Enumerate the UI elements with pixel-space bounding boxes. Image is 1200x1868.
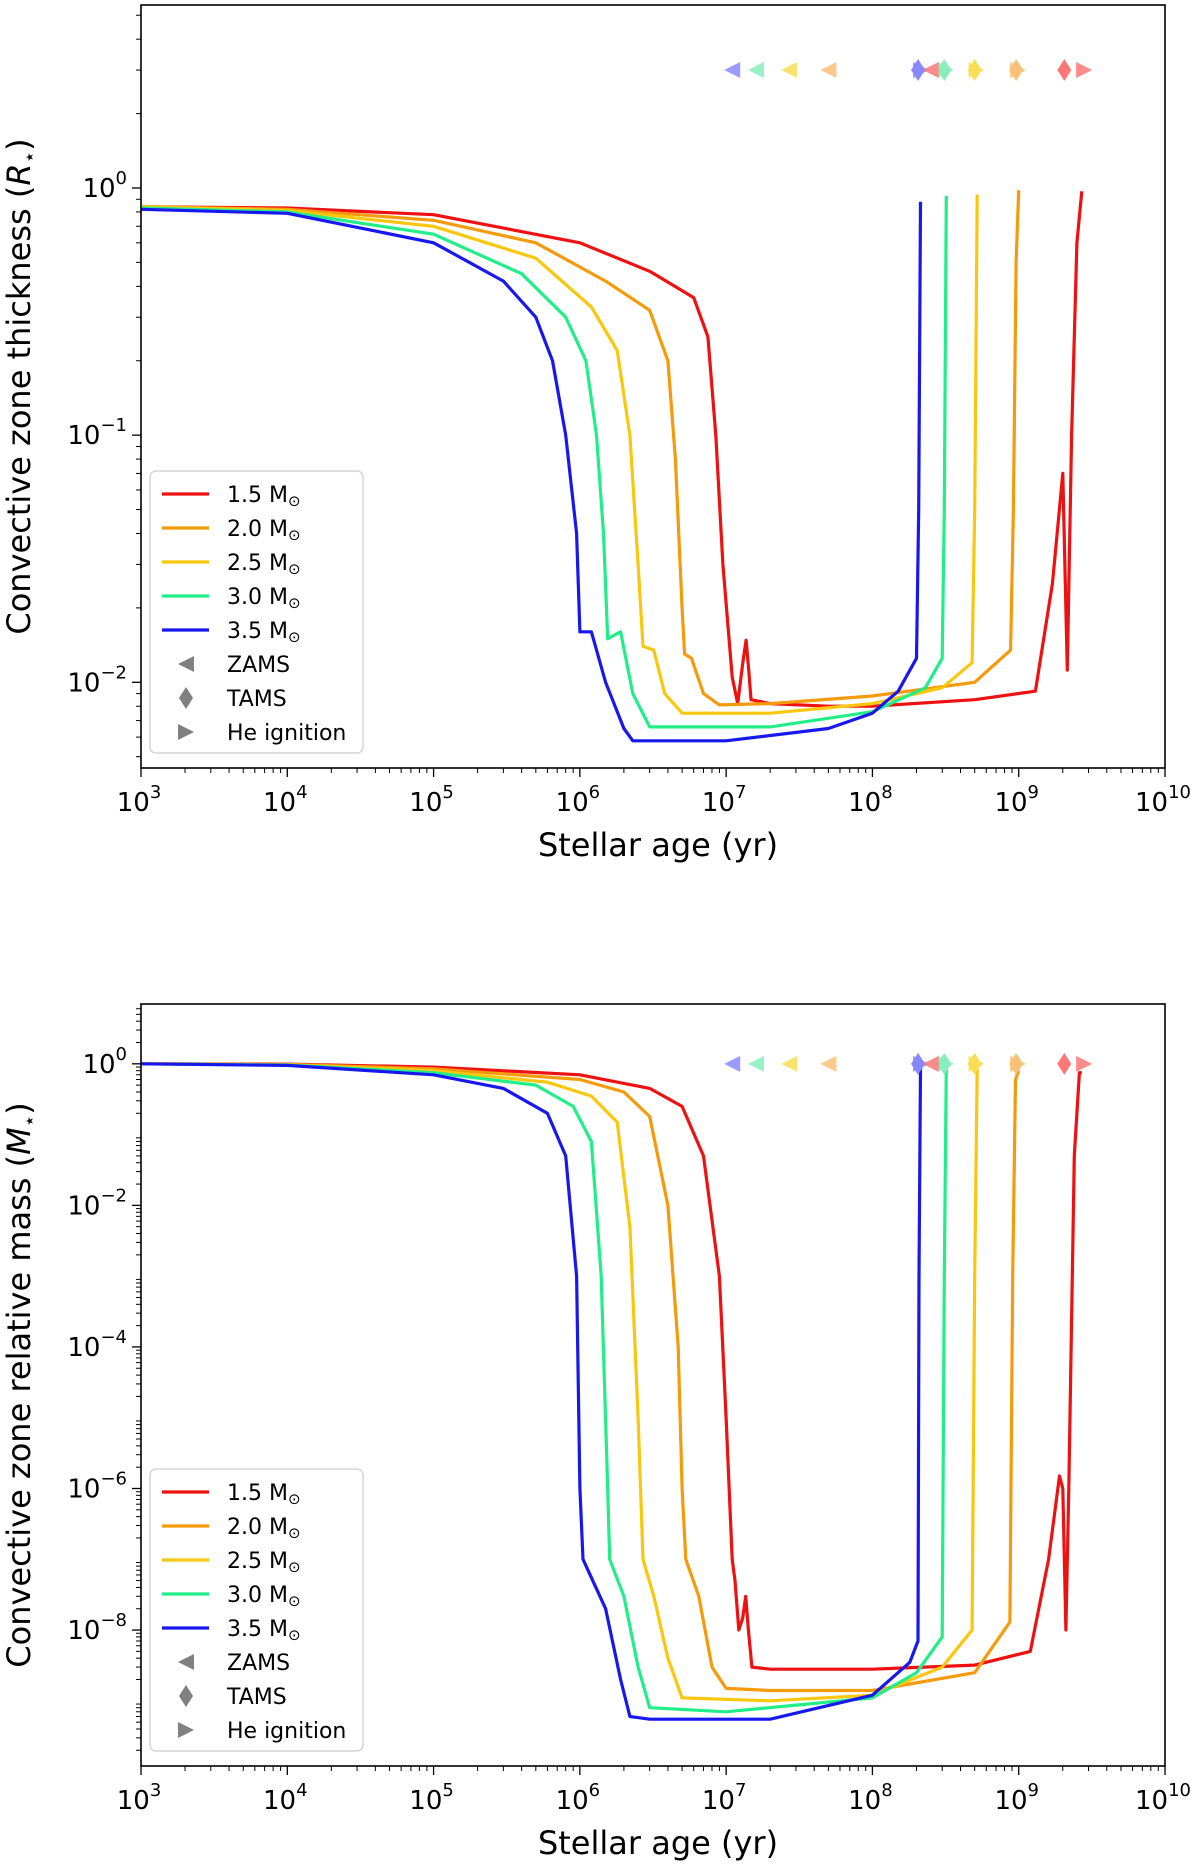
legend: 1.5 M⊙ 2.0 M⊙ 2.5 M⊙ 3.0 M⊙ 3.5 M⊙ ZAMS TAMS He… <box>149 1468 364 1752</box>
he-ignition-marker <box>1076 1055 1093 1072</box>
x-tick-label: 104 <box>263 1780 308 1816</box>
y-tick-label: 100 <box>82 168 127 204</box>
legend-box <box>149 470 364 754</box>
x-axis-label: Stellar age (yr) <box>538 826 778 864</box>
paren-close: ) <box>0 1102 38 1114</box>
tams-marker <box>1057 59 1072 82</box>
legend-label: 1.5 M⊙ <box>227 1481 301 1508</box>
series-line-2.0-msun <box>141 1062 1021 1693</box>
legend-marker-label: He ignition <box>227 1719 346 1744</box>
x-tick-label: 107 <box>702 782 747 818</box>
y-tick-label: 10−8 <box>67 1610 127 1646</box>
plot-frame <box>140 1003 1166 1767</box>
zams-marker <box>820 1055 837 1072</box>
zams-marker <box>724 62 741 79</box>
legend-marker-label: TAMS <box>226 687 287 712</box>
x-tick-label: 104 <box>263 782 308 818</box>
x-tick-label: 109 <box>994 1780 1039 1816</box>
y-tick-label: 100 <box>82 1044 127 1080</box>
series-line-2.5-msun <box>141 1062 979 1703</box>
legend: 1.5 M⊙ 2.0 M⊙ 2.5 M⊙ 3.0 M⊙ 3.5 M⊙ ZAMS TAMS He… <box>149 470 364 754</box>
zams-marker <box>781 62 798 79</box>
legend-marker-label: ZAMS <box>227 653 290 678</box>
tams-marker <box>911 1052 926 1075</box>
zams-marker <box>820 62 837 79</box>
zams-marker <box>748 62 765 79</box>
x-tick-label: 103 <box>117 782 162 818</box>
legend-label: 3.0 M⊙ <box>227 1583 301 1610</box>
x-tick-label: 106 <box>556 1780 601 1816</box>
x-tick-label: 103 <box>117 1780 162 1816</box>
zams-marker <box>781 1055 798 1072</box>
legend-marker-diamond <box>179 1685 193 1707</box>
y-axis-label: Convective zone relative mass (M⋆) <box>0 1102 41 1667</box>
tams-marker <box>911 59 926 82</box>
paren-open: ( <box>0 186 38 209</box>
x-axis-label: Stellar age (yr) <box>538 1824 778 1862</box>
zams-marker <box>922 62 939 79</box>
tams-marker <box>937 59 952 82</box>
series-line-3.0-msun <box>141 1062 948 1714</box>
legend-marker-label: ZAMS <box>227 1651 290 1676</box>
legend-marker-left-triangle <box>178 656 194 672</box>
legend-marker-right-triangle <box>178 724 194 740</box>
y-tick-label: 10−1 <box>67 415 127 451</box>
zams-marker <box>724 1055 741 1072</box>
chart-panel-2: 103 104 105 106 107 108 109 1010 10−8 10−6 10−4 10−… <box>0 1003 1191 1862</box>
y-axis-label: Convective zone thickness (R⋆) <box>0 138 41 634</box>
y-tick-label: 10−4 <box>67 1327 127 1363</box>
legend-label: 3.0 M⊙ <box>227 585 301 612</box>
y-tick-label: 10−2 <box>67 662 127 698</box>
x-tick-label: 108 <box>848 782 893 818</box>
series-line-3.5-msun <box>141 201 923 743</box>
legend-label: 3.5 M⊙ <box>227 619 301 646</box>
legend-label: 2.0 M⊙ <box>227 517 301 544</box>
he-ignition-marker <box>1076 62 1093 79</box>
x-tick-label: 107 <box>702 1780 747 1816</box>
legend-box <box>149 1468 364 1752</box>
tams-marker <box>967 59 982 82</box>
tams-marker <box>937 1052 952 1075</box>
legend-marker-right-triangle <box>178 1722 194 1738</box>
zams-marker <box>922 1055 939 1072</box>
legend-label: 3.5 M⊙ <box>227 1617 301 1644</box>
paren-close: ) <box>0 138 38 150</box>
x-tick-label: 1010 <box>1135 782 1191 818</box>
x-tick-label: 108 <box>848 1780 893 1816</box>
series-line-1.5-msun <box>141 191 1084 708</box>
x-tick-label: 106 <box>556 782 601 818</box>
legend-label: 1.5 M⊙ <box>227 483 301 510</box>
tams-marker <box>967 1052 982 1075</box>
legend-label: 2.5 M⊙ <box>227 551 301 578</box>
tams-marker <box>1009 1052 1024 1075</box>
x-tick-label: 1010 <box>1135 1780 1191 1816</box>
x-tick-label: 105 <box>409 782 454 818</box>
x-tick-label: 105 <box>409 1780 454 1816</box>
legend-label: 2.0 M⊙ <box>227 1515 301 1542</box>
series-line-1.5-msun <box>141 1062 1082 1671</box>
series-line-2.0-msun <box>141 190 1021 707</box>
series-line-3.5-msun <box>141 1062 923 1721</box>
tams-marker <box>1057 1052 1072 1075</box>
series-line-3.0-msun <box>141 195 948 729</box>
legend-marker-label: TAMS <box>226 1685 287 1710</box>
chart-panel-1: 103 104 105 106 107 108 109 1010 10−2 10−1 100 Stel… <box>0 4 1191 864</box>
y-tick-label: 10−2 <box>67 1185 127 1221</box>
paren-open: ( <box>0 1155 38 1178</box>
series-line-2.5-msun <box>141 194 979 715</box>
legend-marker-left-triangle <box>178 1654 194 1670</box>
zams-marker <box>748 1055 765 1072</box>
legend-label: 2.5 M⊙ <box>227 1549 301 1576</box>
plot-frame <box>140 4 1166 769</box>
legend-marker-label: He ignition <box>227 721 346 746</box>
legend-marker-diamond <box>179 687 193 709</box>
tams-marker <box>1009 59 1024 82</box>
x-tick-label: 109 <box>994 782 1039 818</box>
y-tick-label: 10−6 <box>67 1468 127 1504</box>
